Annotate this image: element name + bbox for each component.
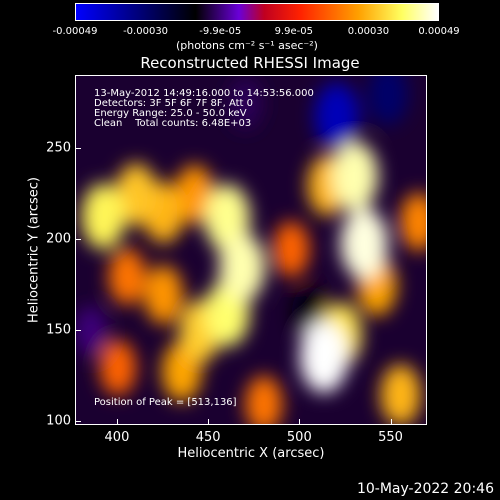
heatmap-source: [218, 232, 265, 302]
y-tick-label: 250: [46, 140, 71, 156]
colorbar-tick-label: 9.9e-05: [274, 26, 313, 37]
colorbar-tick-label: 0.00030: [347, 26, 390, 37]
heatmap-source: [314, 82, 359, 150]
x-tick-mark: [116, 419, 118, 425]
heatmap-source: [175, 165, 214, 224]
y-tick-label: 150: [46, 322, 71, 338]
colorbar-tick-label: -9.9e-05: [199, 26, 242, 37]
x-tick-mark: [208, 419, 210, 425]
heatmap-source: [229, 77, 263, 129]
x-tick-mark: [299, 419, 301, 425]
heatmap-source: [99, 339, 137, 396]
y-tick-mark: [75, 421, 81, 423]
heatmap-image: [76, 76, 426, 424]
x-axis-label: Heliocentric X (arcsec): [177, 446, 325, 461]
y-tick-label: 200: [46, 231, 71, 247]
heatmap-source: [273, 221, 310, 277]
x-tick-label: 500: [286, 430, 312, 445]
colorbar-tick-label: 0.00049: [418, 26, 460, 37]
colorbar-unit: (photons cm⁻² s⁻¹ asec⁻²): [176, 39, 318, 52]
y-tick-mark: [75, 330, 81, 332]
heatmap-source: [81, 183, 126, 250]
y-tick-label: 100: [46, 413, 71, 429]
y-tick-mark: [75, 147, 81, 149]
colorbar: [75, 3, 439, 21]
time-range-text: 13-May-2012 14:49:16.000 to 14:53:56.000: [94, 88, 314, 99]
heatmap-source: [115, 163, 157, 226]
image-plot: 13-May-2012 14:49:16.000 to 14:53:56.000…: [75, 75, 427, 425]
heatmap-source: [332, 141, 379, 211]
colorbar-tick-label: -0.00049: [52, 26, 98, 37]
heatmap-source: [300, 320, 349, 393]
x-tick-label: 400: [104, 430, 130, 445]
timestamp: 10-May-2022 20:46: [356, 481, 494, 497]
peak-position-text: Position of Peak = [513,136]: [94, 397, 237, 408]
heatmap-source: [340, 208, 388, 280]
heatmap-source: [367, 76, 408, 125]
x-tick-label: 450: [195, 430, 221, 445]
y-tick-mark: [75, 239, 81, 241]
detectors-text: Detectors: 3F 5F 6F 7F 8F, Att 0: [94, 98, 254, 109]
y-axis-label: Heliocentric Y (arcsec): [26, 177, 42, 323]
colorbar-tick-label: -0.00030: [123, 26, 169, 37]
heatmap-source: [76, 306, 107, 357]
x-tick-label: 550: [378, 430, 403, 445]
heatmap-source: [144, 265, 183, 325]
heatmap-source: [108, 248, 146, 305]
clean-counts-text: Clean Total counts: 6.48E+03: [94, 118, 252, 129]
heatmap-source: [380, 364, 421, 424]
energy-range-text: Energy Range: 25.0 - 50.0 keV: [94, 108, 247, 119]
heatmap-source: [245, 375, 283, 424]
chart-title: Reconstructed RHESSI Image: [140, 54, 360, 72]
x-tick-mark: [390, 419, 392, 425]
heatmap-source: [399, 192, 426, 251]
